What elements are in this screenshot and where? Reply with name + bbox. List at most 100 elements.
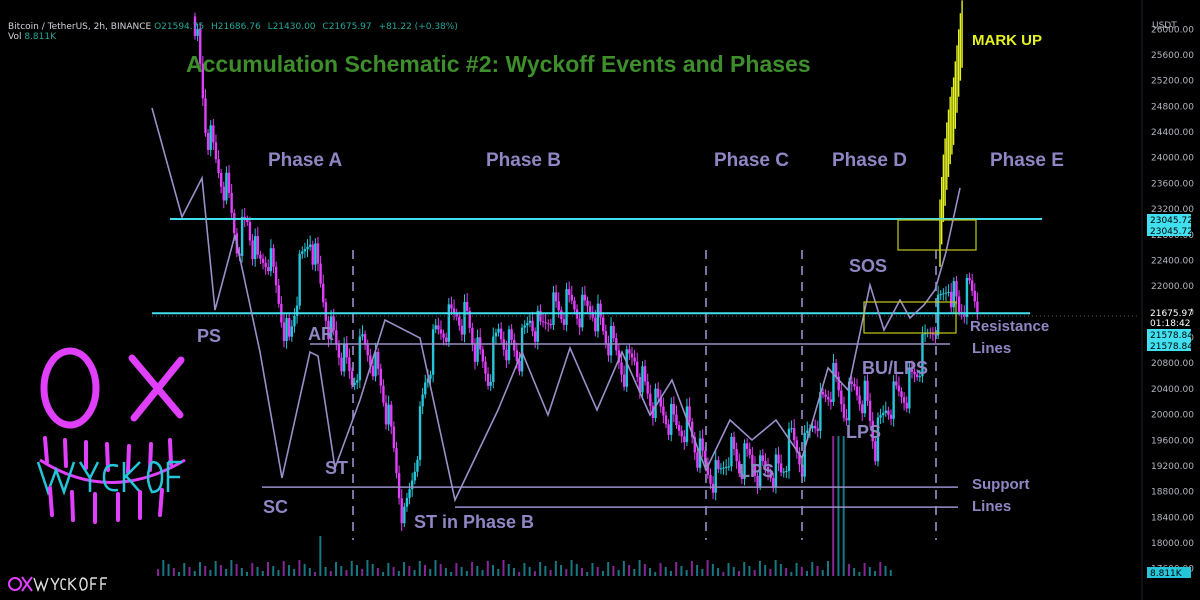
volume-bar	[476, 566, 479, 576]
phase-label-a: Phase A	[268, 150, 343, 171]
ox-wyckoff-logo	[36, 347, 186, 524]
candle-body	[476, 337, 479, 362]
candle-body	[790, 428, 793, 430]
candle-body	[688, 406, 691, 422]
candle-body	[819, 391, 822, 431]
candle-body	[471, 327, 474, 345]
volume-bar	[706, 560, 709, 576]
candle-body	[714, 460, 717, 493]
candle-body	[520, 327, 524, 372]
candle-body	[301, 251, 304, 254]
candle-body	[884, 410, 887, 413]
candle-body	[858, 395, 861, 405]
candle-body	[557, 301, 560, 311]
candle-body	[570, 294, 573, 301]
volume-bar	[738, 571, 740, 576]
candle-body	[913, 371, 916, 375]
volume-bar	[607, 562, 610, 576]
volume-bar	[826, 561, 829, 576]
volume-bar	[842, 436, 845, 576]
price-tick-label: 20000.00	[1151, 411, 1194, 421]
candle-body	[950, 291, 953, 308]
candle-body	[259, 254, 262, 259]
event-label-bu-lps: BU/LPS	[862, 358, 928, 378]
volume-bar	[612, 566, 615, 576]
volume-bar	[486, 561, 489, 576]
volume-bar	[638, 560, 641, 576]
candle-body	[900, 391, 903, 398]
candle-body	[369, 355, 372, 366]
logo-drip-bottom	[48, 486, 164, 524]
event-label-lps-phase-c: LPS	[739, 461, 774, 481]
volume-bar	[240, 568, 243, 576]
volume-bar	[345, 570, 348, 576]
candle-body	[638, 377, 642, 393]
candle-body	[724, 466, 728, 468]
candle-body	[730, 436, 733, 467]
candle-body	[834, 362, 838, 377]
footer-ox-wyckoff-logo	[8, 576, 107, 593]
candle-body	[324, 302, 328, 321]
candle-body	[314, 243, 317, 265]
candle-body	[272, 248, 275, 267]
candle-body	[617, 350, 621, 363]
candle-body	[957, 296, 961, 312]
candle-body	[408, 489, 411, 498]
volume-bar	[565, 569, 568, 576]
candle-body	[327, 320, 330, 340]
candle-body	[421, 394, 424, 407]
candle-body	[581, 294, 584, 328]
volume-bar	[355, 565, 358, 576]
volume-bar	[863, 563, 866, 576]
candle-body	[690, 421, 694, 438]
volume-bar	[277, 570, 280, 576]
volume-bar	[727, 563, 730, 576]
candle-body	[622, 374, 626, 387]
volume-bar	[287, 565, 290, 576]
candle-body	[455, 312, 458, 317]
volume-bar	[444, 568, 447, 576]
candle-body	[793, 428, 796, 441]
logo-o-mark	[40, 347, 100, 429]
candle-body	[821, 391, 825, 395]
candle-body	[871, 421, 874, 442]
backup-highlight-box	[863, 301, 957, 334]
candle-body	[230, 192, 233, 214]
volume-bar	[847, 564, 850, 576]
candle-body	[625, 349, 628, 387]
volume-bar	[758, 561, 761, 576]
candle-body	[316, 243, 320, 264]
candle-body	[973, 290, 976, 302]
candle-body	[214, 142, 218, 160]
candle-body	[379, 368, 382, 386]
volume-bar	[324, 567, 327, 576]
candle-body	[722, 467, 725, 469]
volume-bar	[722, 572, 725, 576]
candle-body	[465, 302, 469, 311]
candle-body	[743, 443, 746, 480]
volume-bar	[439, 564, 442, 576]
event-label-ps: PS	[197, 326, 221, 346]
candle-body	[968, 277, 971, 281]
wyckoff-schematic-path	[151, 107, 961, 503]
volume-bar	[319, 536, 322, 576]
candle-body	[219, 172, 223, 187]
volume-bar	[633, 569, 636, 576]
candle-body	[384, 402, 388, 425]
candle-body	[518, 360, 521, 372]
volume-bar	[732, 567, 735, 576]
volume-bar	[167, 564, 170, 576]
candle-body	[651, 405, 655, 419]
price-tick-label: 24800.00	[1151, 102, 1194, 112]
candle-body	[269, 248, 273, 272]
volume-bar	[711, 564, 714, 576]
candle-body	[829, 399, 833, 402]
volume-bar	[591, 563, 594, 576]
candle-body	[761, 455, 765, 462]
candle-body	[701, 438, 704, 451]
volume-bar	[209, 570, 212, 576]
logo-wyckoff-scrawl	[36, 460, 182, 496]
price-tick-label: 25600.00	[1151, 51, 1194, 61]
candle-body	[473, 344, 477, 362]
